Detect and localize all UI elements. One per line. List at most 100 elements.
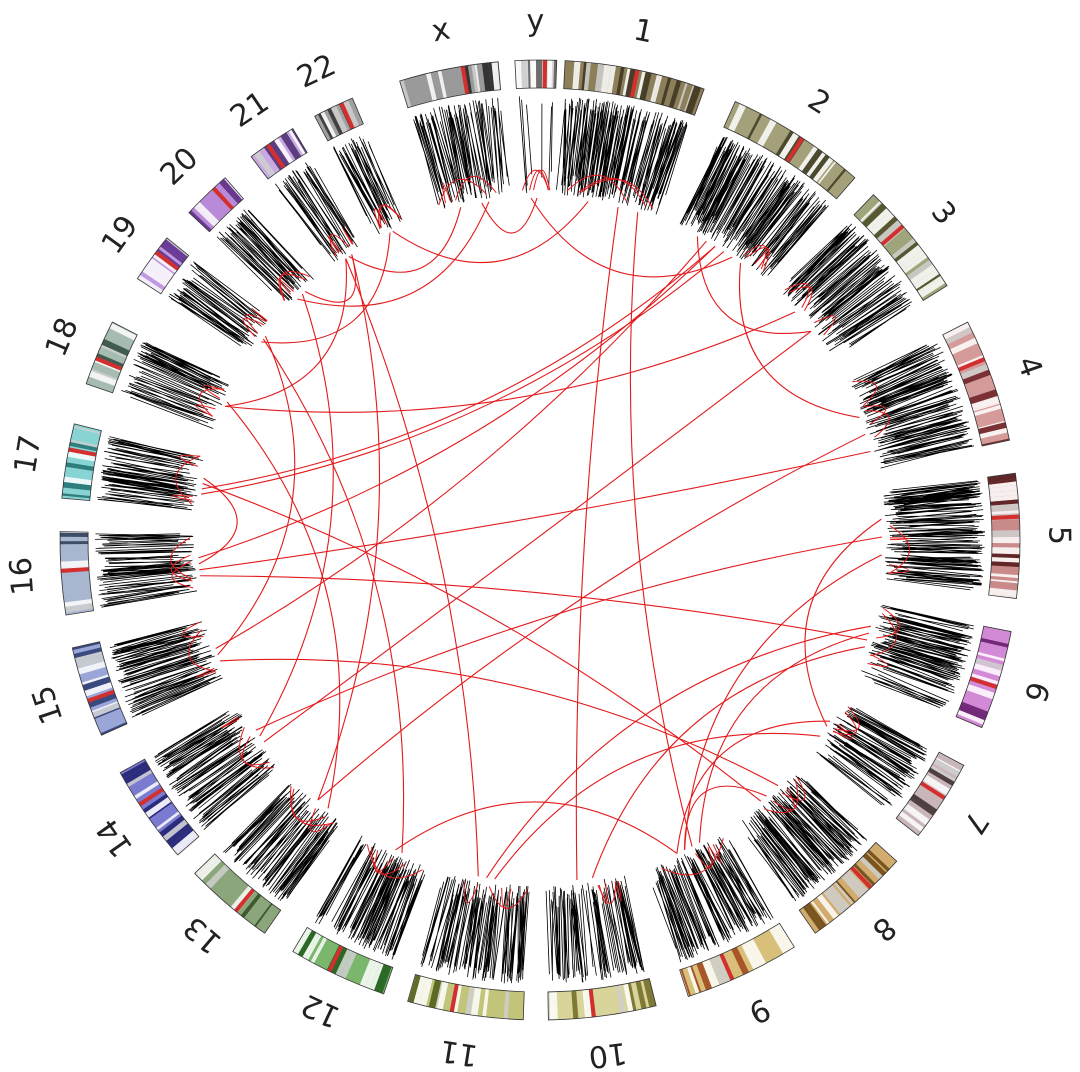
chromosome-12-track (315, 835, 426, 960)
chromosome-3-label: 3 (924, 195, 963, 232)
chromosome-16-ideogram (59, 531, 95, 616)
chromosome-13-track (223, 783, 338, 901)
chromosome-14-label: 14 (90, 812, 141, 863)
link-14-20 (259, 293, 334, 737)
link-5-7 (804, 518, 882, 727)
link-11-21 (345, 258, 479, 877)
chromosome-17-ideogram (61, 423, 102, 502)
chromosome-x-track (413, 97, 510, 209)
chromosome-4-label: 4 (1010, 352, 1049, 382)
ideogram-layer (59, 59, 1021, 1021)
chromosome-9-ideogram (679, 922, 795, 998)
link-2-15 (215, 240, 707, 649)
chromosome-8-label: 8 (865, 909, 902, 948)
chromosome-5-label: 5 (1041, 526, 1076, 545)
chromosome-16-label: 16 (3, 556, 41, 597)
chromosome-x-ideogram (399, 61, 502, 109)
chromosome-15-label: 15 (25, 681, 70, 728)
chromosome-5-ideogram (987, 472, 1021, 599)
chromosome-8-ideogram (798, 841, 898, 934)
link-12-19 (262, 338, 405, 853)
link-1-10 (575, 206, 619, 881)
link-1-22 (392, 201, 589, 264)
chromosome-17-label: 17 (8, 433, 49, 476)
link-17-8 (202, 483, 762, 802)
link-19-22 (261, 232, 391, 344)
chromosome-4-ideogram (942, 321, 1010, 447)
chromosome-14-ideogram (119, 758, 200, 856)
chromosome-2-label: 2 (801, 82, 836, 122)
link-7-9 (676, 720, 831, 854)
chromosome-y-track (518, 96, 553, 194)
link-1-9 (629, 212, 693, 847)
link-13-18 (226, 401, 341, 809)
chromosome-15-ideogram (71, 641, 128, 736)
chromosome-8-track (742, 775, 868, 902)
chromosome-4-track (851, 343, 975, 469)
chromosome-10-ideogram (547, 978, 657, 1021)
link-5-14 (255, 536, 883, 731)
chromosome-7-ideogram (895, 751, 965, 837)
chromosome-7-track (816, 706, 928, 806)
link-2-16 (198, 245, 716, 559)
link-4-13 (317, 433, 866, 801)
link-6-10 (591, 646, 865, 879)
chromosome-19-label: 19 (95, 209, 146, 260)
chromosome-22-track (333, 136, 403, 235)
link-y-2 (530, 197, 733, 278)
chromosome-10-label: 10 (587, 1035, 629, 1072)
chromosome-2-track (679, 136, 829, 277)
chromosome-12-ideogram (292, 926, 394, 995)
link-20-x (297, 201, 490, 307)
chromosome-3-track (783, 223, 912, 352)
link-3-18 (225, 311, 796, 413)
chromosome-1-label: 1 (631, 12, 657, 50)
chromosome-15-track (109, 621, 223, 718)
chromosome-2-ideogram (723, 100, 856, 200)
link-8-9 (683, 785, 767, 850)
chromosome-20-label: 20 (154, 141, 206, 193)
chromosome-9-track (652, 836, 774, 963)
density-track-layer (95, 96, 985, 984)
chromosome-3-ideogram (853, 194, 948, 302)
chromosome-11-label: 11 (437, 1032, 480, 1072)
chromosome-19-track (168, 261, 268, 347)
link-2-17 (200, 251, 725, 495)
chromosome-18-label: 18 (39, 313, 86, 362)
chromosome-18-ideogram (85, 321, 138, 394)
link-3-14 (263, 330, 812, 743)
chromosome-11-track (420, 876, 530, 984)
chromosome-y-ideogram (514, 59, 558, 90)
chromosome-5-track (883, 480, 985, 591)
chromosome-12-label: 12 (296, 986, 345, 1034)
chromosome-y-label: y (526, 3, 544, 38)
chromosome-11-ideogram (407, 973, 525, 1021)
chromosome-14-track (154, 710, 275, 830)
link-20-21 (304, 254, 357, 303)
link-7-11 (494, 732, 821, 880)
chromosome-7-label: 7 (955, 805, 995, 840)
link-x-y (481, 197, 538, 234)
chromosome-17-track (97, 436, 204, 511)
chromosome-6-label: 6 (1017, 677, 1056, 705)
chromosome-1-track (556, 97, 688, 215)
chromosome-9-label: 9 (743, 990, 775, 1030)
chromosome-21-ideogram (250, 128, 308, 180)
chromosome-22-label: 22 (292, 48, 342, 96)
link-15-8 (220, 658, 779, 787)
chromosome-13-label: 13 (177, 909, 229, 960)
link-17-2 (201, 245, 716, 490)
link-15-19 (217, 335, 296, 656)
chromosome-6-track (861, 604, 974, 709)
chromosome-21-label: 21 (224, 85, 275, 135)
chromosome-19-ideogram (136, 237, 190, 295)
chromosome-13-ideogram (194, 853, 282, 934)
chromosome-22-ideogram (314, 97, 364, 142)
chromosome-20-ideogram (188, 177, 245, 233)
link-6-11 (486, 625, 872, 879)
chromosome-18-track (121, 342, 229, 429)
chromosome-16-track (95, 533, 198, 608)
chromosome-20-track (216, 209, 314, 302)
chromosome-10-track (545, 875, 645, 983)
